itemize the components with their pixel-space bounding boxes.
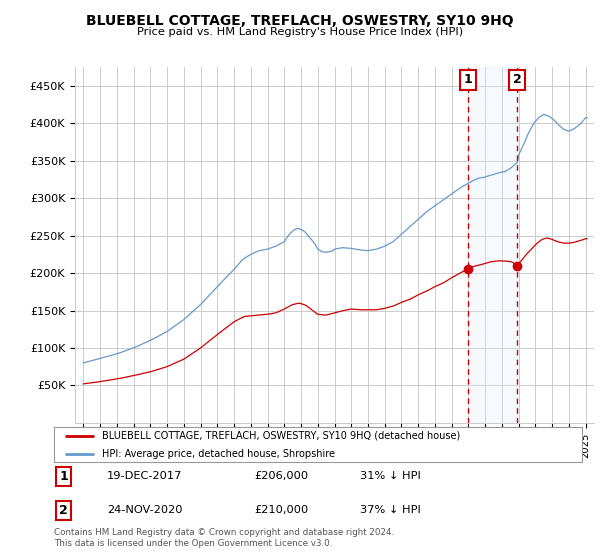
Text: This data is licensed under the Open Government Licence v3.0.: This data is licensed under the Open Gov… [54,539,332,548]
Text: 31% ↓ HPI: 31% ↓ HPI [360,472,421,482]
Text: 2: 2 [513,73,521,86]
Text: HPI: Average price, detached house, Shropshire: HPI: Average price, detached house, Shro… [101,449,335,459]
Text: 1: 1 [464,73,472,86]
Text: £206,000: £206,000 [254,472,309,482]
Text: 24-NOV-2020: 24-NOV-2020 [107,505,182,515]
Text: BLUEBELL COTTAGE, TREFLACH, OSWESTRY, SY10 9HQ (detached house): BLUEBELL COTTAGE, TREFLACH, OSWESTRY, SY… [101,431,460,441]
Text: BLUEBELL COTTAGE, TREFLACH, OSWESTRY, SY10 9HQ: BLUEBELL COTTAGE, TREFLACH, OSWESTRY, SY… [86,14,514,28]
Text: 37% ↓ HPI: 37% ↓ HPI [360,505,421,515]
Text: 2: 2 [59,504,68,517]
Text: Price paid vs. HM Land Registry's House Price Index (HPI): Price paid vs. HM Land Registry's House … [137,27,463,37]
Text: 19-DEC-2017: 19-DEC-2017 [107,472,182,482]
Text: Contains HM Land Registry data © Crown copyright and database right 2024.: Contains HM Land Registry data © Crown c… [54,528,394,536]
Text: £210,000: £210,000 [254,505,309,515]
Bar [468,67,517,423]
Text: 1: 1 [59,470,68,483]
